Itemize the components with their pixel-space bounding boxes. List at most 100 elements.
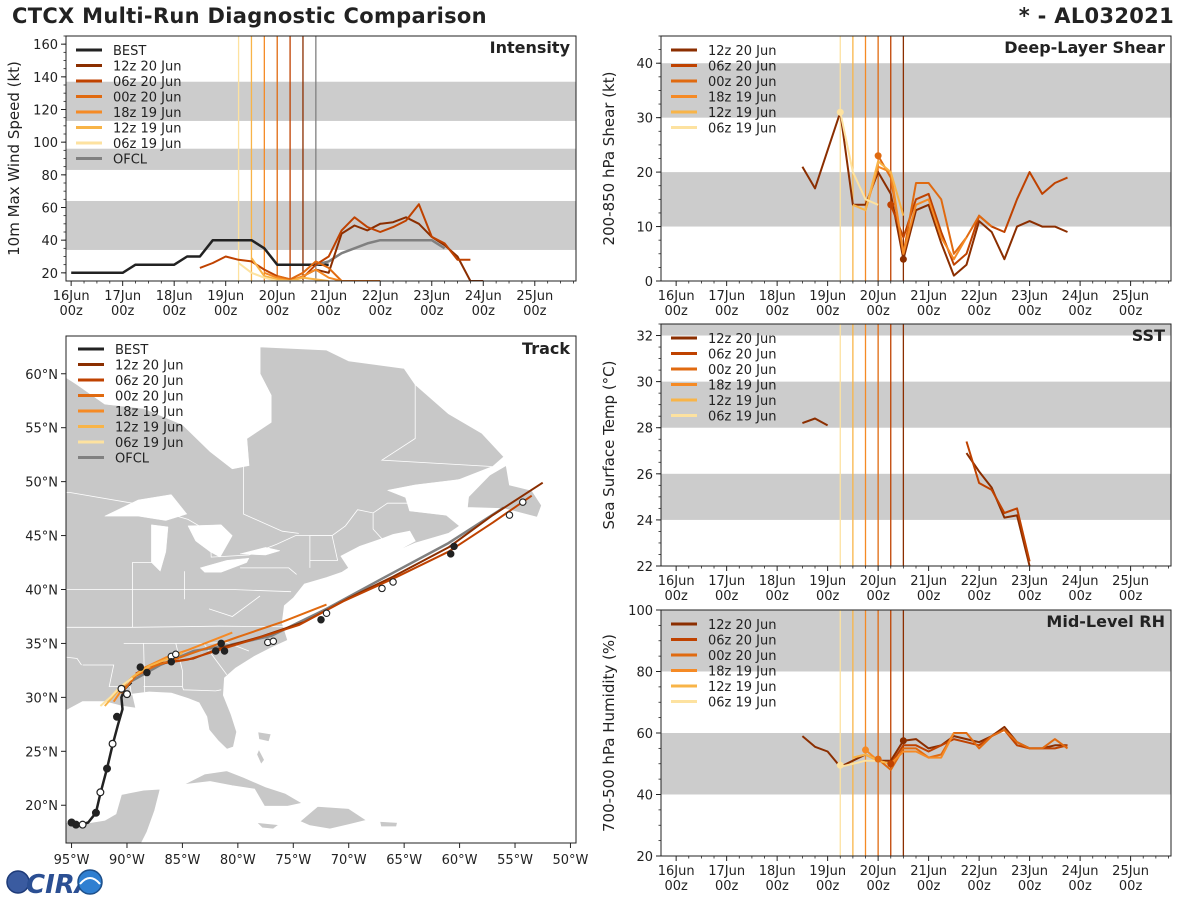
intensity-series-run_06z19-7	[237, 262, 303, 281]
map-border-36-5	[66, 625, 284, 628]
sst-band-0	[661, 473, 1171, 520]
shear-xtick-day-9: 25Jun	[1112, 289, 1149, 304]
track-xtick-label-5: 70°W	[331, 853, 367, 868]
sst-xtick-day-8: 24Jun	[1062, 574, 1099, 589]
rh-xtick-day-6: 22Jun	[961, 864, 998, 879]
shear-xtick-hour-3: 00z	[816, 304, 840, 319]
track-ytick-label-3: 35°N	[25, 637, 58, 652]
intensity-xtick-hour-7: 00z	[420, 304, 444, 319]
sst-series-run_06z20-2	[965, 441, 1031, 562]
shear-plot-area	[661, 36, 1171, 281]
intensity-xtick-day-9: 25Jun	[516, 289, 553, 304]
sst-xtick-day-9: 25Jun	[1112, 574, 1149, 589]
sst-title: SST	[1132, 326, 1165, 345]
forecast-track-point-6	[220, 647, 229, 655]
forecast-track-point-10	[317, 615, 325, 624]
shear-legend-label-1: 06z 20 Jun	[708, 60, 777, 75]
storm-id: * - AL032021	[1018, 4, 1174, 28]
rh-plot-area	[661, 610, 1171, 856]
intensity-xtick-hour-9: 00z	[523, 304, 547, 319]
forecast-track-point-5	[211, 647, 220, 655]
intensity-xtick-hour-0: 00z	[59, 304, 83, 319]
shear-ytick-label-0: 0	[645, 275, 653, 290]
best-track-point-5	[103, 764, 112, 773]
track-ytick-label-2: 30°N	[25, 691, 58, 706]
map-gulf-st-lawrence	[386, 474, 491, 516]
track-legend-label-2: 06z 20 Jun	[115, 374, 184, 389]
intensity-xtick-day-6: 22Jun	[362, 289, 399, 304]
forecast-track-point-11	[322, 609, 331, 617]
track-line-run_06z19	[99, 677, 134, 707]
intensity-ytick-label-3: 80	[41, 169, 58, 184]
sst-xtick-hour-6: 00z	[967, 589, 991, 604]
rh-xtick-day-9: 25Jun	[1112, 864, 1149, 879]
intensity-series-run_18z19-5	[263, 268, 342, 281]
rh-legend-label-0: 12z 20 Jun	[708, 618, 777, 633]
shear-xtick-day-8: 24Jun	[1062, 289, 1099, 304]
intensity-xtick-day-1: 17Jun	[104, 289, 141, 304]
shear-ylabel: 200-850 hPa Shear (kt)	[600, 72, 618, 246]
intensity-legend-label-1: 12z 20 Jun	[113, 60, 182, 75]
intensity-xtick-day-0: 16Jun	[53, 289, 90, 304]
map-lake-ontario	[240, 547, 281, 556]
track-legend-label-7: OFCL	[115, 452, 150, 467]
track-plot-area	[47, 336, 576, 843]
rh-band-0	[661, 733, 1171, 795]
intensity-ytick-label-0: 20	[41, 267, 58, 282]
rh-xtick-day-2: 18Jun	[759, 864, 796, 879]
shear-xtick-hour-0: 00z	[664, 304, 688, 319]
track-xtick-label-3: 80°W	[220, 853, 256, 868]
sst-xtick-hour-2: 00z	[765, 589, 789, 604]
rh-xtick-hour-1: 00z	[715, 879, 739, 894]
sst-xtick-hour-4: 00z	[866, 589, 890, 604]
track-panel: 95°W 90°W 85°W 80°W 75°W 70°W 65°W 60°W 55°W 50°W…	[25, 335, 589, 868]
forecast-track-point-14	[446, 550, 455, 558]
rh-xtick-hour-3: 00z	[816, 879, 840, 894]
rh-xtick-hour-8: 00z	[1068, 879, 1092, 894]
track-legend-label-3: 00z 20 Jun	[115, 390, 184, 405]
shear-legend-label-0: 12z 20 Jun	[708, 44, 777, 59]
intensity-legend-label-4: 18z 19 Jun	[113, 106, 182, 121]
shear-xtick-day-7: 23Jun	[1011, 289, 1048, 304]
map-lake-erie	[199, 557, 250, 573]
intensity-series-run_00z20-4	[276, 260, 381, 281]
track-ytick-label-4: 40°N	[25, 584, 58, 599]
forecast-track-point-13	[389, 578, 397, 586]
map-border-us-mexico	[47, 741, 60, 742]
rh-xtick-day-8: 24Jun	[1062, 864, 1099, 879]
sst-xtick-day-2: 18Jun	[759, 574, 796, 589]
intensity-legend-label-5: 12z 19 Jun	[113, 122, 182, 137]
shear-title: Deep-Layer Shear	[1004, 38, 1165, 57]
intensity-xtick-day-8: 24Jun	[465, 289, 502, 304]
shear-xtick-day-1: 17Jun	[708, 289, 745, 304]
forecast-track-point-15	[450, 542, 458, 551]
rh-series-run_12z19-4	[852, 753, 892, 765]
track-xtick-label-9: 50°W	[553, 853, 589, 868]
intensity-xtick-day-4: 20Jun	[259, 289, 296, 304]
map-border-va-wv	[208, 595, 261, 617]
intensity-xtick-day-3: 19Jun	[207, 289, 244, 304]
intensity-xtick-hour-2: 00z	[162, 304, 186, 319]
forecast-track-point-4	[167, 658, 176, 666]
rh-legend-label-4: 12z 19 Jun	[708, 680, 777, 695]
track-xtick-label-8: 55°W	[497, 853, 533, 868]
intensity-xtick-hour-3: 00z	[214, 304, 238, 319]
sst-ytick-label-3: 28	[636, 422, 653, 437]
track-line-best	[69, 681, 133, 827]
intensity-band-0	[66, 200, 576, 250]
sst-xtick-day-3: 19Jun	[809, 574, 846, 589]
intensity-legend-label-2: 06z 20 Jun	[113, 75, 182, 90]
track-ytick-label-1: 25°N	[25, 745, 58, 760]
intensity-band-1	[66, 148, 576, 170]
shear-xtick-hour-7: 00z	[1018, 304, 1042, 319]
sst-xtick-hour-8: 00z	[1068, 589, 1092, 604]
sst-ytick-label-4: 30	[636, 376, 653, 391]
logo-globe-left	[6, 870, 30, 894]
track-xtick-label-4: 75°W	[275, 853, 311, 868]
intensity-xtick-hour-6: 00z	[369, 304, 393, 319]
shear-xtick-hour-6: 00z	[967, 304, 991, 319]
shear-xtick-day-0: 16Jun	[658, 289, 695, 304]
